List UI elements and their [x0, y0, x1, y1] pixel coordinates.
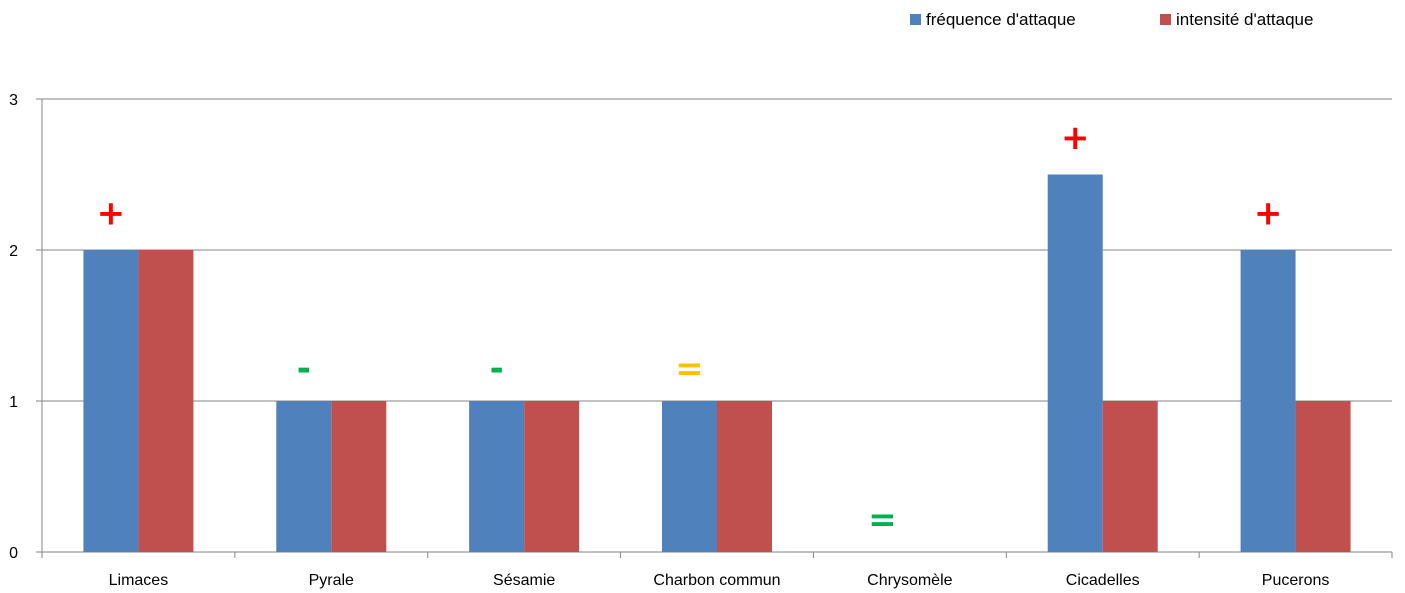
bar-intensite — [138, 250, 194, 552]
bar-frequence — [662, 401, 717, 552]
trend-marker: - — [297, 349, 311, 389]
trend-marker: + — [97, 193, 126, 233]
bar-intensite — [1102, 401, 1158, 552]
bar-frequence — [1240, 250, 1296, 552]
bars — [83, 174, 1351, 552]
x-tick-label: Sésamie — [493, 572, 555, 589]
bar-frequence — [83, 250, 139, 552]
legend-swatch — [1160, 14, 1171, 25]
legend: fréquence d'attaque intensité d'attaque — [910, 10, 1313, 29]
trend-marker: - — [490, 349, 504, 389]
trend-marker: + — [1254, 193, 1283, 233]
x-tick-label: Charbon commun — [653, 572, 780, 589]
annotations: + - - = = + + — [97, 118, 1283, 540]
trend-marker: = — [868, 500, 897, 540]
bar-intensite — [524, 401, 580, 552]
trend-marker: = — [675, 349, 704, 389]
y-tick-label: 0 — [9, 545, 18, 562]
x-tick-label: Limaces — [109, 572, 169, 589]
x-tick-label: Chrysomèle — [867, 572, 952, 589]
y-tick-label: 3 — [9, 92, 18, 109]
x-tick-label: Pucerons — [1262, 572, 1330, 589]
bar-intensite — [717, 401, 772, 552]
legend-label: intensité d'attaque — [1176, 10, 1313, 29]
gridlines — [42, 98, 1392, 402]
legend-label: fréquence d'attaque — [926, 10, 1076, 29]
x-tick-label: Cicadelles — [1066, 572, 1140, 589]
trend-marker: + — [1061, 118, 1090, 158]
bar-frequence — [469, 401, 525, 552]
bar-intensite — [331, 401, 387, 552]
y-tick-label: 2 — [9, 243, 18, 260]
x-tick-label: Pyrale — [309, 572, 354, 589]
bar-intensite — [1295, 401, 1351, 552]
bar-frequence — [276, 401, 332, 552]
legend-swatch — [910, 14, 921, 25]
bar-frequence — [1047, 174, 1103, 552]
y-tick-label: 1 — [9, 394, 18, 411]
